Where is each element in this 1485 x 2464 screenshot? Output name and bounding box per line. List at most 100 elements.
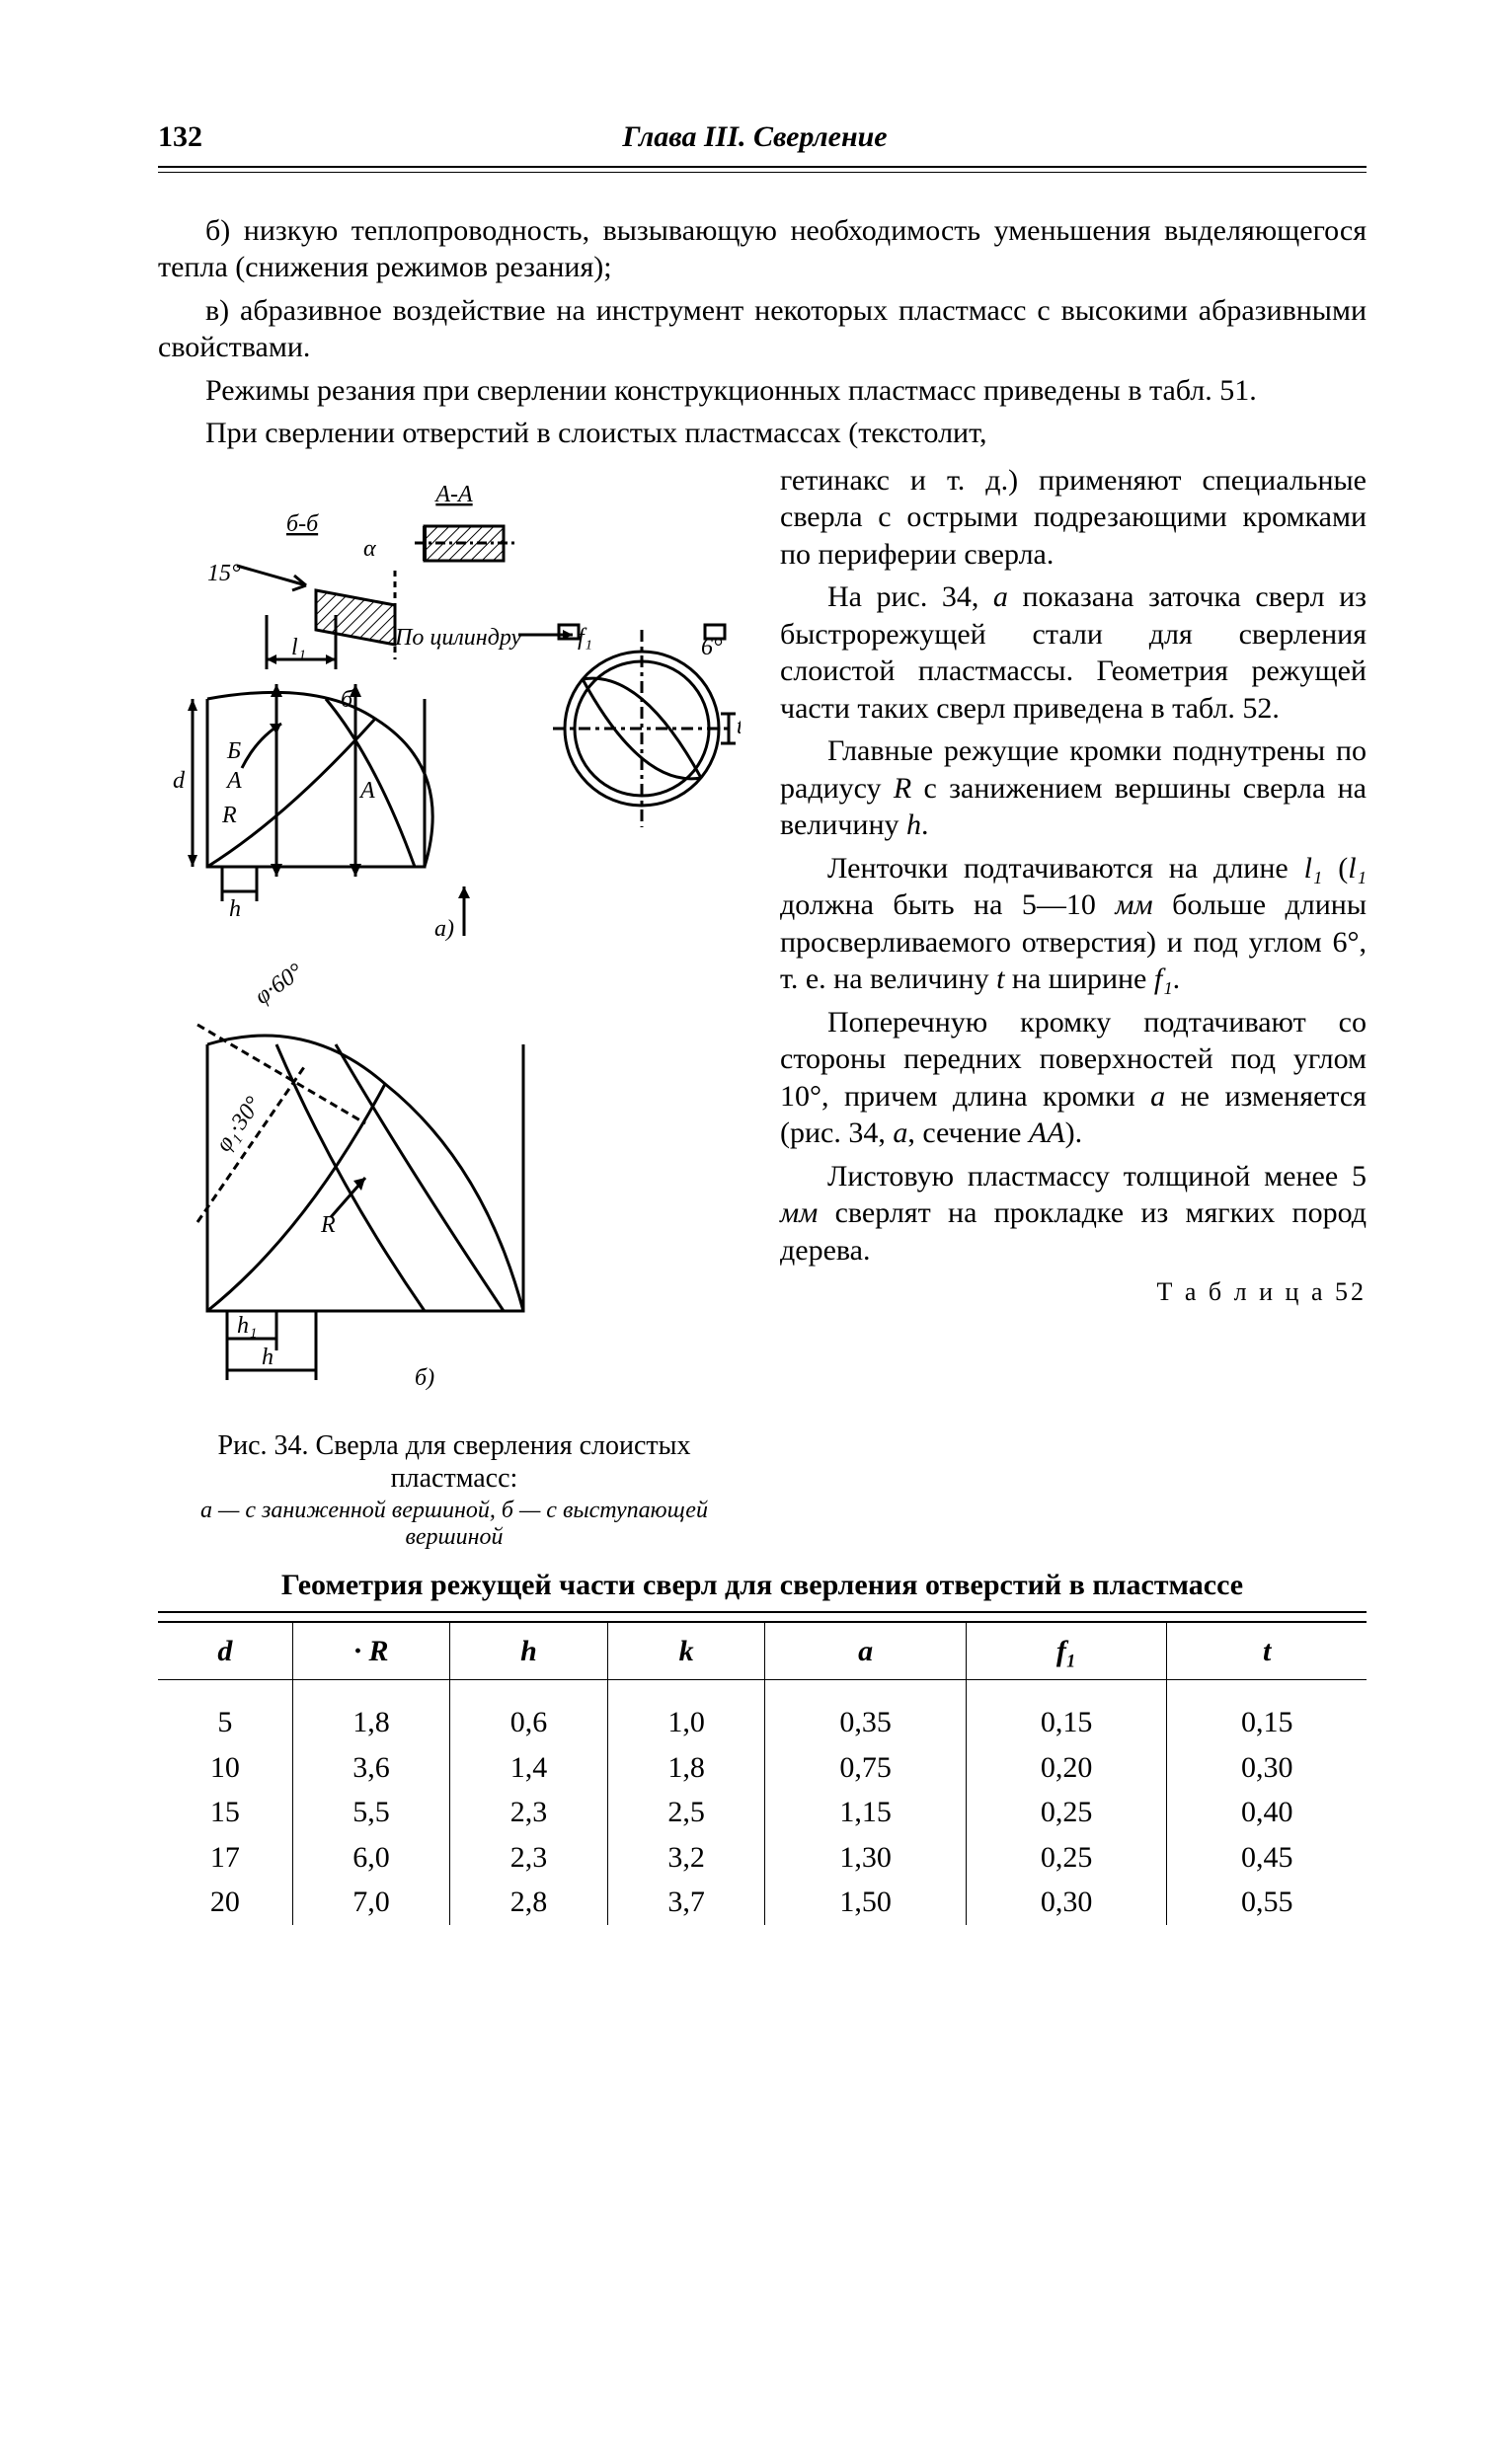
text: ). xyxy=(1065,1116,1083,1149)
cell: 0,35 xyxy=(765,1680,967,1745)
paragraph: Ленточки подтачиваются на длине l₁ (l₁ д… xyxy=(780,850,1367,998)
cell: 0,25 xyxy=(966,1835,1167,1881)
label-a-sub: а) xyxy=(434,916,454,942)
col-a: a xyxy=(765,1622,967,1680)
drill-diagram-icon: А-А б-б 15° α xyxy=(168,472,741,1410)
symbol-a: а xyxy=(993,580,1008,613)
cell: 5,5 xyxy=(292,1790,450,1835)
figure-sub-a: а — с заниженной вершиной, б — с выступа… xyxy=(200,1498,708,1551)
text: Листовую пластмассу толщиной менее 5 xyxy=(827,1160,1367,1193)
cell: 1,50 xyxy=(765,1880,967,1925)
text: Ленточки подтачиваются на длине xyxy=(827,852,1304,885)
figure-subcaption: а — с заниженной вершиной, б — с выступа… xyxy=(158,1498,750,1552)
cell: 0,75 xyxy=(765,1745,967,1791)
label-b-low: б xyxy=(341,687,353,713)
cell: 3,7 xyxy=(607,1880,765,1925)
paragraph: Листовую пластмассу толщиной менее 5 мм … xyxy=(780,1158,1367,1270)
cell: 0,30 xyxy=(1167,1745,1367,1791)
cell: 2,3 xyxy=(450,1790,608,1835)
paragraph: Режимы резания при сверлении конструкцио… xyxy=(158,372,1367,410)
text: на ширине xyxy=(1004,962,1153,995)
label-bb: б-б xyxy=(286,511,319,537)
geometry-table: d · R h k a f₁ t 5 1,8 0,6 1,0 0,35 0,15… xyxy=(158,1621,1367,1925)
symbol-l1: l₁ xyxy=(1304,852,1323,885)
symbol-mm: мм xyxy=(1115,888,1152,921)
figure-caption: Рис. 34. Сверла для сверления слоистых п… xyxy=(158,1429,750,1496)
label-t: t xyxy=(737,714,741,739)
table-header-row: d · R h k a f₁ t xyxy=(158,1622,1367,1680)
cell: 10 xyxy=(158,1745,292,1791)
symbol-a: а xyxy=(1150,1080,1165,1113)
paragraph: При сверлении отверстий в слоистых пласт… xyxy=(158,415,1367,452)
cell: 0,6 xyxy=(450,1680,608,1745)
symbol-a: а xyxy=(893,1116,907,1149)
page-number: 132 xyxy=(158,118,202,156)
text: сверлят на прокладке из мягких пород дер… xyxy=(780,1196,1367,1267)
table-row: 10 3,6 1,4 1,8 0,75 0,20 0,30 xyxy=(158,1745,1367,1791)
label-b-sub: б) xyxy=(415,1365,434,1391)
figure-caption-text: Сверла для сверления слоистых пластмасс: xyxy=(316,1430,691,1495)
table-row: 5 1,8 0,6 1,0 0,35 0,15 0,15 xyxy=(158,1680,1367,1745)
cell: 1,30 xyxy=(765,1835,967,1881)
running-head: 132 Глава III. Сверление xyxy=(158,118,1367,168)
label-B-cap: Б xyxy=(226,738,241,764)
cell: 7,0 xyxy=(292,1880,450,1925)
cell: 1,8 xyxy=(292,1680,450,1745)
label-h2: h xyxy=(262,1345,274,1370)
cell: 17 xyxy=(158,1835,292,1881)
table-body: 5 1,8 0,6 1,0 0,35 0,15 0,15 10 3,6 1,4 … xyxy=(158,1680,1367,1925)
col-f1: f₁ xyxy=(966,1622,1167,1680)
table-title: Геометрия режущей части сверл для сверле… xyxy=(158,1568,1367,1603)
figure-number: Рис. 34. xyxy=(218,1430,309,1461)
col-k: k xyxy=(607,1622,765,1680)
cell: 0,55 xyxy=(1167,1880,1367,1925)
cell: 20 xyxy=(158,1880,292,1925)
label-h: h xyxy=(229,896,241,922)
cell: 1,8 xyxy=(607,1745,765,1791)
cell: 0,40 xyxy=(1167,1790,1367,1835)
cell: 15 xyxy=(158,1790,292,1835)
symbol-f1: f₁ xyxy=(1154,962,1173,995)
paragraph: На рис. 34, а показана заточка сверл из … xyxy=(780,578,1367,727)
col-h: h xyxy=(450,1622,608,1680)
cell: 0,20 xyxy=(966,1745,1167,1791)
cell: 6,0 xyxy=(292,1835,450,1881)
col-R: · R xyxy=(292,1622,450,1680)
cell: 0,15 xyxy=(966,1680,1167,1745)
table-row: 17 6,0 2,3 3,2 1,30 0,25 0,45 xyxy=(158,1835,1367,1881)
label-l1: l₁ xyxy=(291,635,306,660)
cell: 2,3 xyxy=(450,1835,608,1881)
cell: 1,4 xyxy=(450,1745,608,1791)
table-row: 20 7,0 2,8 3,7 1,50 0,30 0,55 xyxy=(158,1880,1367,1925)
text: , сечение xyxy=(907,1116,1029,1149)
two-column-region: А-А б-б 15° α xyxy=(158,462,1367,1552)
symbol-h: h xyxy=(906,808,921,841)
paragraph: гетинакс и т. д.) применяют специальные … xyxy=(780,462,1367,574)
label-R: R xyxy=(221,803,237,828)
label-phi60: φ·60° xyxy=(251,959,309,1010)
symbol-l1: l₁ xyxy=(1348,852,1367,885)
table-row: 15 5,5 2,3 2,5 1,15 0,25 0,40 xyxy=(158,1790,1367,1835)
col-d: d xyxy=(158,1622,292,1680)
header-rule xyxy=(158,172,1367,173)
page: 132 Глава III. Сверление б) низкую тепло… xyxy=(0,0,1485,2464)
paragraph: в) абразивное воздействие на инструмент … xyxy=(158,292,1367,366)
label-15deg: 15° xyxy=(207,561,241,586)
label-po-cylinder: По цилиндру xyxy=(394,625,522,651)
text: ( xyxy=(1322,852,1348,885)
cell: 0,30 xyxy=(966,1880,1167,1925)
label-phi30: φ₁·30° xyxy=(211,1092,268,1156)
table-label: Т а б л и ц а 52 xyxy=(780,1276,1367,1309)
chapter-heading: Глава III. Сверление xyxy=(202,118,1307,156)
cell: 0,45 xyxy=(1167,1835,1367,1881)
label-h1: h₁ xyxy=(237,1313,257,1339)
cell: 0,25 xyxy=(966,1790,1167,1835)
paragraph: б) низкую теплопроводность, вызывающую н… xyxy=(158,212,1367,286)
symbol-mm: мм xyxy=(780,1196,818,1229)
cell: 0,15 xyxy=(1167,1680,1367,1745)
symbol-AA: АА xyxy=(1029,1116,1065,1149)
table-top-rule xyxy=(158,1611,1367,1613)
label-A-cap: А xyxy=(225,768,242,794)
figure-34: А-А б-б 15° α xyxy=(158,472,750,1410)
cell: 2,8 xyxy=(450,1880,608,1925)
